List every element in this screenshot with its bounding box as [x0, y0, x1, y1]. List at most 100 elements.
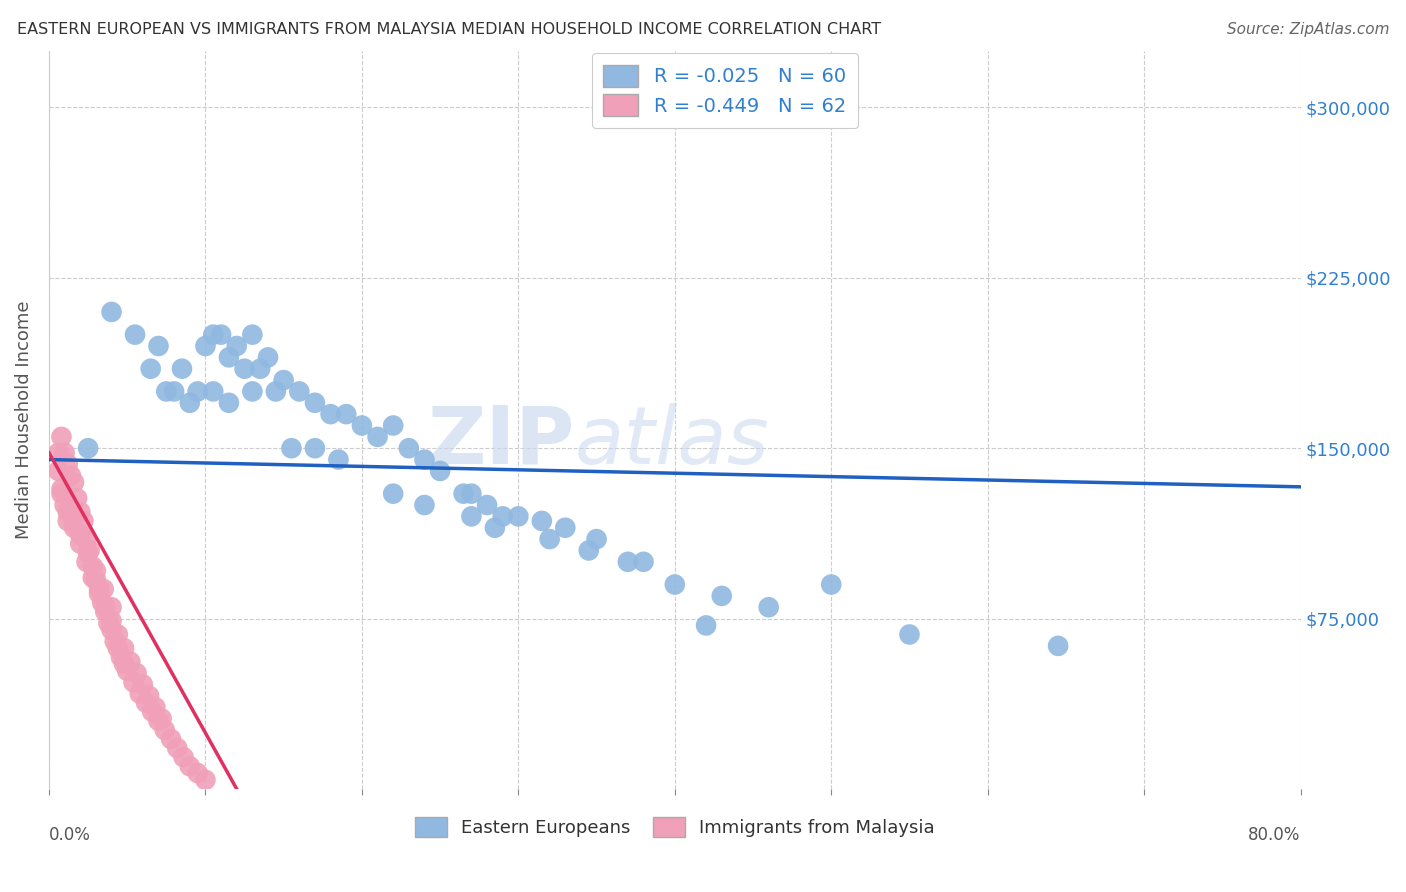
Point [135, 696, 157, 710]
Point [148, 714, 170, 728]
Point [460, 509, 482, 524]
Text: EASTERN EUROPEAN VS IMMIGRANTS FROM MALAYSIA MEDIAN HOUSEHOLD INCOME CORRELATION: EASTERN EUROPEAN VS IMMIGRANTS FROM MALA… [17, 22, 882, 37]
Point [530, 514, 553, 528]
Point [335, 407, 357, 421]
Point [100, 600, 122, 615]
Point [53, 498, 76, 512]
Point [94, 600, 117, 615]
Point [77, 441, 100, 455]
Point [173, 750, 195, 764]
Point [82, 559, 104, 574]
Point [115, 664, 138, 678]
Point [153, 723, 176, 737]
Point [350, 418, 373, 433]
Point [249, 361, 271, 376]
Point [63, 475, 86, 490]
Point [179, 759, 201, 773]
Point [710, 589, 733, 603]
Text: 80.0%: 80.0% [1249, 826, 1301, 844]
Point [264, 384, 287, 399]
Point [453, 486, 475, 500]
Point [107, 641, 129, 656]
Point [79, 543, 101, 558]
Text: atlas: atlas [575, 403, 769, 481]
Point [617, 555, 640, 569]
Point [538, 532, 561, 546]
Point [585, 532, 607, 546]
Point [63, 521, 86, 535]
Point [138, 689, 160, 703]
Point [59, 468, 82, 483]
Point [87, 586, 110, 600]
Point [56, 514, 79, 528]
Point [100, 623, 122, 637]
Point [97, 616, 120, 631]
Point [225, 339, 247, 353]
Point [69, 536, 91, 550]
Text: Source: ZipAtlas.com: Source: ZipAtlas.com [1226, 22, 1389, 37]
Point [319, 407, 342, 421]
Point [664, 577, 686, 591]
Point [202, 384, 225, 399]
Point [104, 634, 127, 648]
Point [72, 514, 94, 528]
Text: 0.0%: 0.0% [49, 826, 91, 844]
Point [280, 441, 302, 455]
Point [187, 766, 209, 780]
Point [413, 452, 436, 467]
Point [492, 509, 515, 524]
Point [179, 396, 201, 410]
Point [218, 351, 240, 365]
Point [139, 361, 162, 376]
Point [367, 430, 389, 444]
Point [56, 457, 79, 471]
Point [100, 305, 122, 319]
Point [633, 555, 655, 569]
Point [51, 482, 73, 496]
Point [76, 555, 98, 569]
Point [194, 772, 217, 787]
Point [69, 505, 91, 519]
Point [429, 464, 451, 478]
Point [76, 532, 98, 546]
Point [209, 327, 232, 342]
Point [93, 582, 115, 596]
Point [163, 384, 186, 399]
Point [898, 627, 921, 641]
Point [758, 600, 780, 615]
Point [484, 521, 506, 535]
Point [82, 571, 104, 585]
Point [233, 361, 256, 376]
Y-axis label: Median Household Income: Median Household Income [15, 301, 32, 539]
Point [122, 675, 145, 690]
Point [124, 327, 146, 342]
Point [273, 373, 295, 387]
Text: ZIP: ZIP [427, 403, 575, 481]
Point [170, 361, 193, 376]
Point [413, 498, 436, 512]
Point [107, 627, 129, 641]
Point [160, 731, 183, 746]
Point [382, 486, 405, 500]
Point [48, 464, 70, 478]
Point [66, 491, 89, 506]
Point [94, 605, 117, 619]
Point [1047, 639, 1070, 653]
Point [554, 521, 576, 535]
Point [288, 384, 311, 399]
Point [194, 339, 217, 353]
Point [578, 543, 600, 558]
Point [53, 446, 76, 460]
Point [128, 687, 150, 701]
Point [145, 700, 167, 714]
Point [141, 705, 163, 719]
Point [132, 677, 155, 691]
Point [304, 441, 326, 455]
Point [84, 564, 107, 578]
Point [202, 327, 225, 342]
Point [240, 327, 263, 342]
Point [56, 505, 79, 519]
Point [48, 446, 70, 460]
Point [110, 650, 132, 665]
Point [460, 486, 482, 500]
